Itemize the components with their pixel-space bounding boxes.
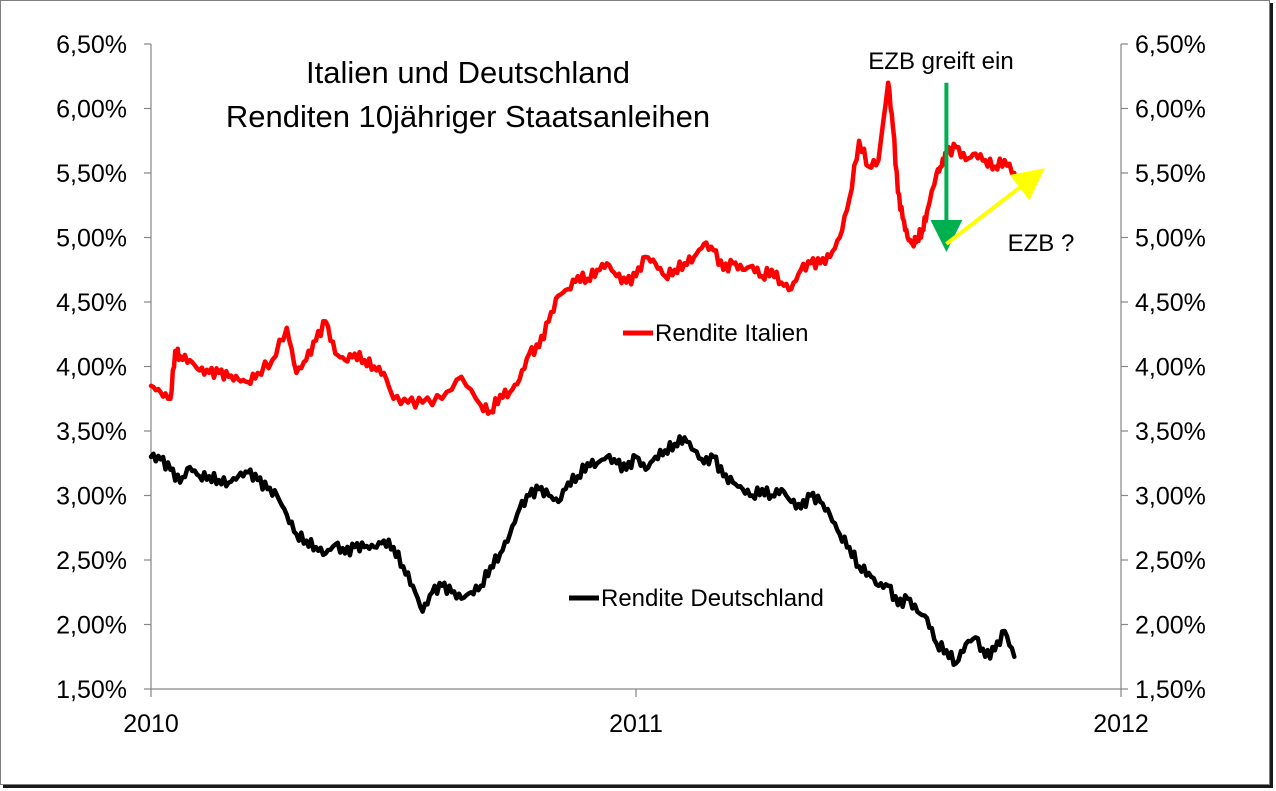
left-y-tick-label: 4,00% <box>56 354 127 382</box>
left-y-tick-label: 2,50% <box>56 547 127 575</box>
right-y-tick-label: 5,50% <box>1135 160 1206 188</box>
axis-ticks: 1,50% 1,50% 2,00% 2,00% 2,50% 2,50% 3,00% 3,00%… <box>56 31 1206 738</box>
right-y-tick-label: 1,50% <box>1135 676 1206 704</box>
series-line-italy <box>148 80 1017 416</box>
series-lines <box>148 80 1017 668</box>
right-y-tick-label: 3,50% <box>1135 418 1206 446</box>
left-y-tick-label: 3,00% <box>56 483 127 511</box>
x-tick-label: 2012 <box>1093 710 1149 738</box>
left-y-tick-label: 6,00% <box>56 96 127 124</box>
x-tick-label: 2010 <box>123 710 179 738</box>
left-y-tick-label: 5,50% <box>56 160 127 188</box>
annotation-ezb-question: EZB ? <box>1008 230 1075 257</box>
right-y-tick-label: 5,00% <box>1135 225 1206 253</box>
x-tick-label: 2011 <box>609 710 663 738</box>
right-y-tick-label: 2,50% <box>1135 547 1206 575</box>
left-y-tick-label: 1,50% <box>56 676 127 704</box>
legend-germany: Rendite Deutschland <box>569 585 824 612</box>
right-y-tick-label: 2,00% <box>1135 612 1206 640</box>
legend-germany-label: Rendite Deutschland <box>601 585 824 612</box>
annotation-arrows <box>930 82 1045 252</box>
annotation-ezb-greift-ein: EZB greift ein <box>868 48 1013 75</box>
right-y-tick-label: 6,00% <box>1135 96 1206 124</box>
yellow-arrow <box>945 168 1045 246</box>
left-y-tick-label: 2,00% <box>56 612 127 640</box>
series-line-germany <box>148 434 1017 668</box>
right-y-tick-label: 3,00% <box>1135 483 1206 511</box>
chart-title-line-1: Italien und Deutschland <box>306 55 630 90</box>
right-y-tick-label: 4,00% <box>1135 354 1206 382</box>
left-y-tick-label: 5,00% <box>56 225 127 253</box>
left-y-tick-label: 4,50% <box>56 289 127 317</box>
legend-italy: Rendite Italien <box>623 320 808 347</box>
right-y-tick-label: 6,50% <box>1135 31 1206 59</box>
legend-italy-label: Rendite Italien <box>655 320 808 347</box>
chart-title-line-2: Renditen 10jähriger Staatsanleihen <box>226 99 710 134</box>
left-y-tick-label: 6,50% <box>56 31 127 59</box>
left-y-tick-label: 3,50% <box>56 418 127 446</box>
right-y-tick-label: 4,50% <box>1135 289 1206 317</box>
